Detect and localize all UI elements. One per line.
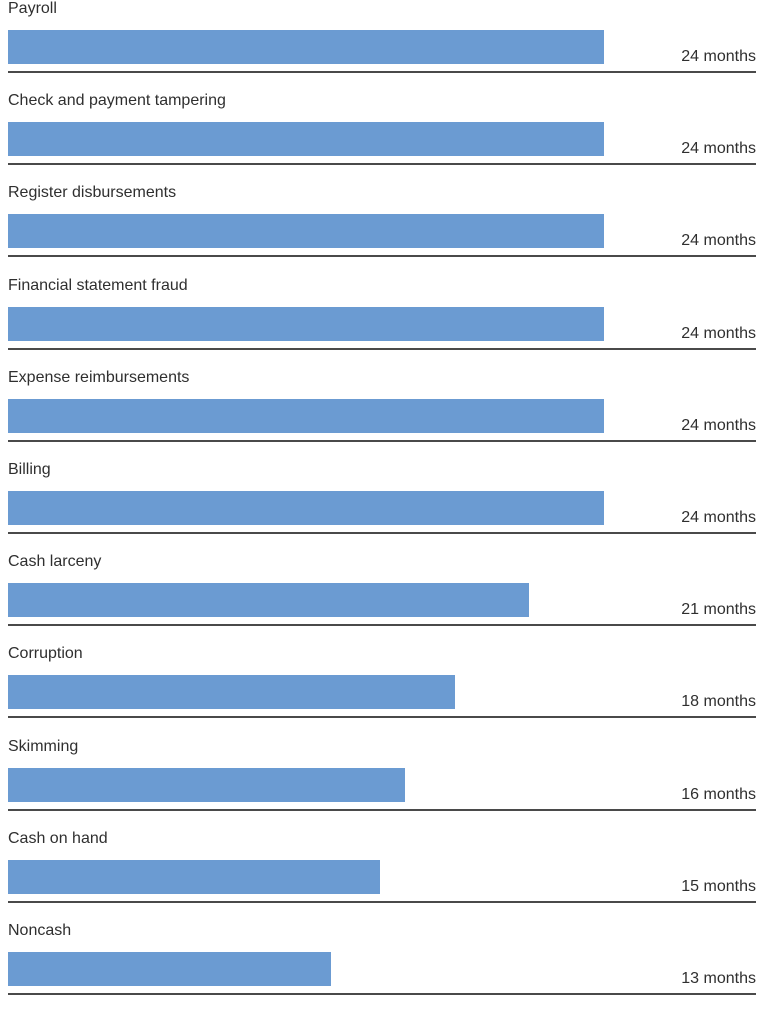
bar bbox=[8, 122, 604, 156]
chart-row: Corruption 18 months bbox=[0, 645, 757, 737]
category-label: Expense reimbursements bbox=[8, 369, 190, 386]
chart-row: Cash on hand 15 months bbox=[0, 830, 757, 922]
bar bbox=[8, 768, 405, 802]
row-divider bbox=[8, 440, 756, 442]
value-label: 21 months bbox=[681, 601, 756, 618]
row-divider bbox=[8, 624, 756, 626]
chart-row: Register disbursements 24 months bbox=[0, 184, 757, 276]
value-label: 24 months bbox=[681, 48, 756, 65]
category-label: Cash on hand bbox=[8, 830, 108, 847]
row-divider bbox=[8, 532, 756, 534]
value-label: 24 months bbox=[681, 325, 756, 342]
chart-row: Cash larceny 21 months bbox=[0, 553, 757, 645]
category-label: Payroll bbox=[8, 0, 57, 17]
category-label: Skimming bbox=[8, 738, 79, 755]
category-label: Cash larceny bbox=[8, 553, 102, 570]
chart-row: Expense reimbursements 24 months bbox=[0, 369, 757, 461]
bar bbox=[8, 860, 380, 894]
row-divider bbox=[8, 901, 756, 903]
bar bbox=[8, 491, 604, 525]
chart-row: Financial statement fraud 24 months bbox=[0, 277, 757, 369]
chart-row: Noncash 13 months bbox=[0, 922, 757, 1014]
value-label: 16 months bbox=[681, 786, 756, 803]
row-divider bbox=[8, 993, 756, 995]
row-divider bbox=[8, 348, 756, 350]
chart-row: Skimming 16 months bbox=[0, 738, 757, 830]
value-label: 24 months bbox=[681, 509, 756, 526]
value-label: 18 months bbox=[681, 693, 756, 710]
chart-row: Check and payment tampering 24 months bbox=[0, 92, 757, 184]
bar bbox=[8, 399, 604, 433]
bar bbox=[8, 675, 455, 709]
value-label: 24 months bbox=[681, 140, 756, 157]
bar bbox=[8, 952, 331, 986]
row-divider bbox=[8, 255, 756, 257]
category-label: Check and payment tampering bbox=[8, 92, 226, 109]
category-label: Corruption bbox=[8, 645, 83, 662]
value-label: 15 months bbox=[681, 878, 756, 895]
chart-row: Billing 24 months bbox=[0, 461, 757, 553]
chart-row: Payroll 24 months bbox=[0, 0, 757, 92]
category-label: Register disbursements bbox=[8, 184, 177, 201]
bar bbox=[8, 583, 529, 617]
category-label: Billing bbox=[8, 461, 51, 478]
row-divider bbox=[8, 809, 756, 811]
bar bbox=[8, 30, 604, 64]
row-divider bbox=[8, 163, 756, 165]
row-divider bbox=[8, 71, 756, 73]
value-label: 24 months bbox=[681, 417, 756, 434]
value-label: 24 months bbox=[681, 232, 756, 249]
row-divider bbox=[8, 716, 756, 718]
bar bbox=[8, 214, 604, 248]
category-label: Financial statement fraud bbox=[8, 277, 188, 294]
bar bbox=[8, 307, 604, 341]
category-label: Noncash bbox=[8, 922, 72, 939]
value-label: 13 months bbox=[681, 970, 756, 987]
